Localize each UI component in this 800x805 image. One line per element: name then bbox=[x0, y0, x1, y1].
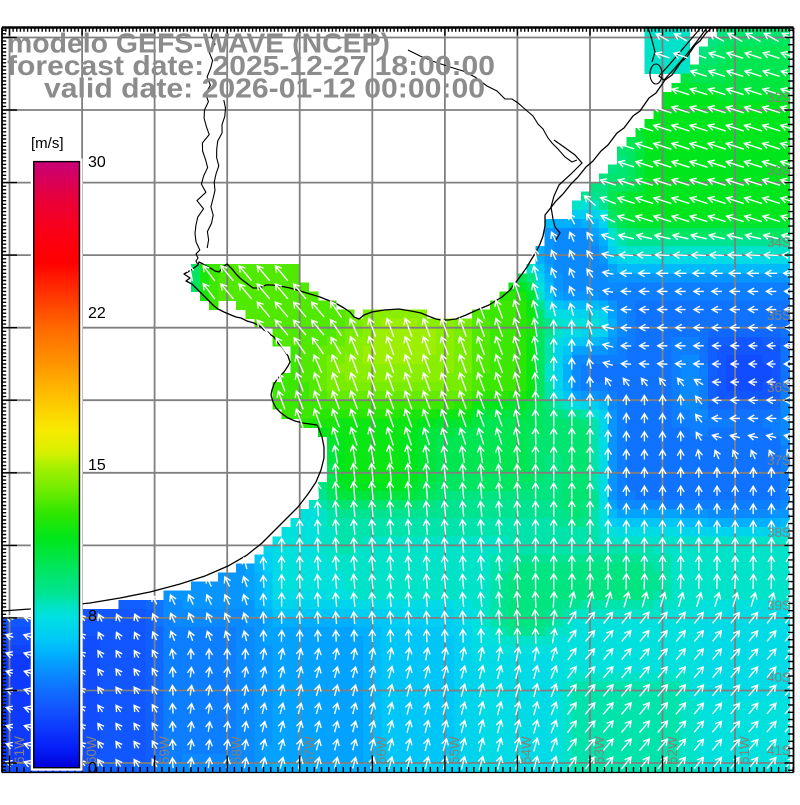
svg-text:57W: 57W bbox=[302, 736, 317, 764]
svg-text:55W: 55W bbox=[447, 736, 462, 764]
svg-text:58W: 58W bbox=[229, 736, 244, 764]
svg-text:36S: 36S bbox=[767, 380, 791, 395]
svg-text:valid date: 2026-01-12 00:00:0: valid date: 2026-01-12 00:00:00 bbox=[44, 73, 485, 104]
svg-text:30: 30 bbox=[88, 154, 106, 171]
svg-text:61W: 61W bbox=[12, 736, 27, 764]
svg-text:15: 15 bbox=[88, 457, 106, 474]
svg-text:34S: 34S bbox=[767, 235, 791, 250]
svg-text:[m/s]: [m/s] bbox=[31, 135, 64, 152]
svg-text:56W: 56W bbox=[374, 736, 389, 764]
svg-text:51W: 51W bbox=[737, 736, 752, 764]
svg-text:8: 8 bbox=[88, 608, 97, 625]
svg-text:53W: 53W bbox=[592, 736, 607, 764]
svg-text:54W: 54W bbox=[519, 736, 534, 764]
svg-text:32S: 32S bbox=[767, 90, 791, 105]
svg-text:33S: 33S bbox=[767, 163, 791, 178]
svg-text:60W: 60W bbox=[84, 736, 99, 764]
svg-text:41S: 41S bbox=[767, 743, 791, 758]
svg-text:52W: 52W bbox=[665, 736, 680, 764]
svg-text:modelo GEFS-WAVE (NCEP): modelo GEFS-WAVE (NCEP) bbox=[7, 28, 390, 59]
svg-text:40S: 40S bbox=[767, 670, 791, 685]
svg-text:forecast date: 2025-12-27 18:0: forecast date: 2025-12-27 18:00:00 bbox=[7, 50, 495, 81]
svg-text:59W: 59W bbox=[157, 736, 172, 764]
svg-text:0: 0 bbox=[88, 760, 97, 777]
svg-text:37S: 37S bbox=[767, 453, 791, 468]
svg-text:22: 22 bbox=[88, 305, 106, 322]
svg-text:38S: 38S bbox=[767, 525, 791, 540]
svg-text:39S: 39S bbox=[767, 598, 791, 613]
svg-text:35S: 35S bbox=[767, 308, 791, 323]
